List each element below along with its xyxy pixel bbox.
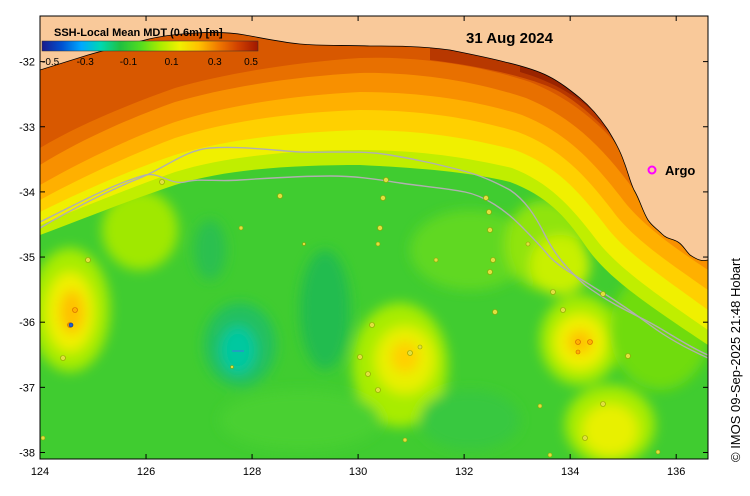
map-date-title: 31 Aug 2024 — [466, 30, 554, 47]
y-tick-label: -38 — [19, 447, 35, 459]
isobath-line — [40, 146, 708, 356]
obs-point — [357, 354, 363, 360]
obs-point — [600, 291, 606, 297]
obs-point — [380, 195, 386, 201]
colorbar-ticks: -0.5 -0.3 -0.1 0.1 0.3 0.5 — [42, 57, 258, 68]
obs-point — [490, 257, 496, 263]
ssh-region — [60, 290, 84, 334]
y-tick-label: -35 — [19, 252, 35, 264]
obs-point — [159, 179, 165, 185]
obs-point — [587, 339, 593, 345]
obs-point — [433, 257, 439, 263]
colorbar-tick-label: -0.5 — [42, 57, 60, 68]
colorbar-tick-label: -0.3 — [77, 57, 95, 68]
obs-point — [575, 349, 581, 355]
low-anomaly-points — [68, 322, 74, 328]
y-tick-label: -33 — [19, 122, 35, 134]
obs-point — [377, 225, 383, 231]
observation-points — [40, 177, 661, 458]
y-tick-label: -34 — [19, 187, 35, 199]
obs-point — [277, 193, 283, 199]
x-tick-label: 126 — [137, 466, 155, 478]
obs-point — [560, 307, 566, 313]
obs-point — [547, 452, 553, 458]
obs-point — [369, 322, 375, 328]
obs-point — [550, 289, 556, 295]
obs-point — [302, 242, 306, 246]
obs-point — [402, 437, 408, 443]
colorbar-tick-label: 0.3 — [208, 57, 222, 68]
x-tick-label: 128 — [243, 466, 261, 478]
ssh-region — [194, 220, 226, 280]
x-tick-label: 130 — [349, 466, 367, 478]
obs-point — [525, 241, 531, 247]
x-tick-label: 134 — [561, 466, 579, 478]
obs-point — [40, 435, 46, 441]
obs-point — [600, 401, 606, 407]
colorbar-tick-label: -0.1 — [120, 57, 138, 68]
colorbar: SSH-Local Mean MDT (0.6m) [m] -0.5 -0.3 -0… — [41, 27, 259, 68]
obs-point — [407, 350, 413, 356]
obs-point — [60, 355, 66, 361]
x-tick-label: 124 — [31, 466, 49, 478]
argo-label: Argo — [665, 163, 695, 178]
colorbar-tick-label: 0.5 — [244, 57, 258, 68]
obs-point — [575, 339, 581, 345]
obs-point — [383, 177, 389, 183]
obs-point — [487, 269, 493, 275]
y-axis: -32 -33 -34 -35 -36 -37 -38 — [19, 57, 708, 459]
ssh-region — [102, 190, 178, 270]
x-tick-label: 136 — [667, 466, 685, 478]
y-tick-label: -36 — [19, 317, 35, 329]
obs-point — [68, 322, 74, 328]
ssh-region — [220, 390, 380, 450]
obs-point — [537, 403, 543, 409]
y-tick-label: -37 — [19, 382, 35, 394]
imos-credit: © IMOS 09-Sep-2025 21:48 Hobart — [728, 258, 743, 462]
plot-frame — [39, 15, 709, 460]
obs-point — [483, 195, 489, 201]
obs-point — [486, 209, 492, 215]
land-australia — [40, 16, 708, 261]
obs-point — [582, 435, 588, 441]
y-tick-label: -32 — [19, 57, 35, 69]
obs-point — [365, 371, 371, 377]
obs-point — [417, 344, 423, 350]
obs-point — [375, 241, 381, 247]
ssh-region — [420, 390, 520, 450]
ssh-region — [300, 250, 350, 370]
ssh-region — [582, 404, 638, 456]
obs-point — [85, 257, 91, 263]
low-anomaly-marker — [232, 350, 244, 352]
ssh-region — [391, 341, 419, 373]
obs-point — [492, 309, 498, 315]
colorbar-tick-label: 0.1 — [165, 57, 179, 68]
obs-point — [655, 449, 661, 455]
obs-point — [72, 307, 78, 313]
x-tick-label: 132 — [455, 466, 473, 478]
ssh-region — [410, 210, 530, 290]
colorbar-title: SSH-Local Mean MDT (0.6m) [m] — [54, 27, 223, 39]
obs-point — [625, 353, 631, 359]
colorbar-strip — [41, 40, 259, 52]
x-axis: 124 126 128 130 132 134 136 — [31, 16, 685, 478]
obs-point — [375, 387, 381, 393]
plot-area: Argo 31 Aug 2024 — [40, 16, 708, 459]
argo-marker-icon — [647, 165, 657, 175]
obs-point — [487, 227, 493, 233]
obs-point — [238, 225, 244, 231]
obs-point — [230, 365, 234, 369]
